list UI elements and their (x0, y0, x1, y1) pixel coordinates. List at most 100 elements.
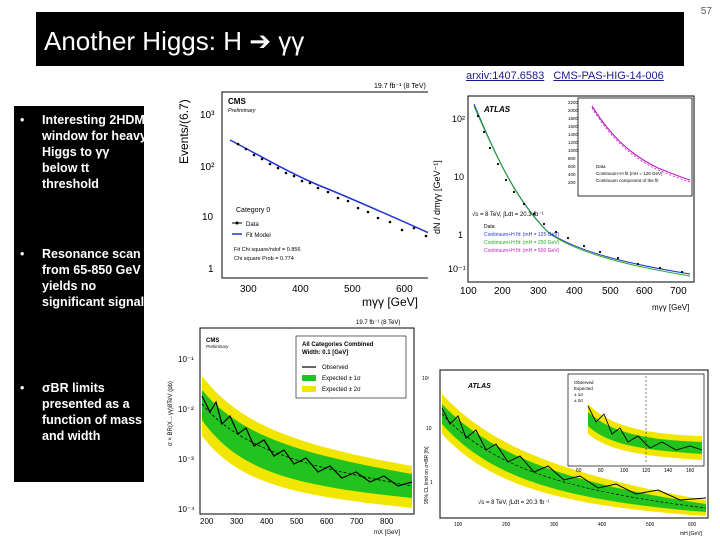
atlas-limit-band-1sigma (442, 404, 706, 512)
cms-limit-brand: CMS (206, 338, 219, 344)
atlas-mass-inset-ytick: 1000 (568, 148, 579, 153)
atlas-mass-inset-legend: Continuum component of the fit (596, 178, 659, 183)
cms-limit-ytick: 10⁻⁴ (178, 505, 195, 514)
atlas-mass-lumi: √s = 8 TeV, ∫Ldt = 20.3 fb⁻¹ (472, 211, 543, 218)
atlas-limit-expected (441, 413, 707, 509)
bullet-panel: • Interesting 2HDM window for heavy Higg… (14, 106, 147, 482)
cms-mass-fit-curve (229, 139, 441, 239)
slide-title: Another Higgs: H ➔ γγ (44, 26, 304, 57)
atlas-mass-plot: dN / dmγγ [GeV⁻¹] ATLAS √s = 8 TeV, ∫Ldt… (428, 82, 708, 318)
arxiv-link[interactable]: arxiv:1407.6583 (466, 70, 545, 82)
cms-mass-xtick: 600 (396, 284, 413, 295)
cms-mass-preliminary: Preliminary (228, 108, 257, 114)
atlas-mass-inset-ytick: 2200 (568, 100, 579, 105)
slide-title-main: Another Higgs: H (44, 26, 242, 56)
cms-limit-legend: Expected ± 2σ (322, 387, 361, 393)
atlas-limit-ytick: 1 (430, 480, 433, 486)
arrow-right-icon: ➔ (249, 26, 272, 56)
atlas-mass-inset-ytick: 400 (568, 172, 576, 177)
cms-mass-lumi: 19.7 fb⁻¹ (8 TeV) (374, 83, 426, 90)
cms-limit-xtick: 400 (260, 517, 274, 526)
cms-mass-ytick: 1 (208, 264, 214, 275)
cms-mass-ylabel: Events/(6.7) (178, 99, 191, 164)
atlas-mass-ytick: 10² (452, 114, 465, 124)
atlas-mass-inset-fit (591, 105, 691, 181)
atlas-mass-inset-ytick: 1800 (568, 116, 579, 121)
atlas-mass-xtick: 700 (670, 286, 687, 297)
cms-limit-legend: Observed (322, 365, 348, 371)
cms-limit-box-subtitle: Width: 0.1 [GeV] (302, 350, 348, 356)
atlas-limit-plot: 95% CL limit on σ×BR [fb] ATLAS √s = 8 T… (418, 364, 714, 538)
cms-limit-ytick: 10⁻² (178, 405, 194, 414)
atlas-limit-inset-legend: ± 1σ (574, 392, 583, 397)
slide-number: 57 (700, 6, 712, 17)
cms-mass-category: Category 0 (236, 207, 270, 214)
cms-limit-legend: Expected ± 1σ (322, 376, 361, 382)
atlas-limit-xlabel: mH [GeV] (680, 531, 703, 537)
cms-mass-data-points (236, 142, 438, 244)
cms-mass-xtick: 300 (240, 284, 257, 295)
atlas-mass-inset-ytick: 600 (568, 164, 576, 169)
atlas-limit-ylabel: 95% CL limit on σ×BR [fb] (424, 446, 430, 504)
atlas-mass-brand: ATLAS (483, 105, 511, 114)
atlas-mass-frame (467, 95, 695, 283)
cms-pas-link[interactable]: CMS-PAS-HIG-14-006 (553, 70, 664, 82)
atlas-limit-lumi: √s = 8 TeV, ∫Ldt = 20.3 fb⁻¹ (478, 499, 549, 506)
atlas-limit-observed (441, 407, 707, 501)
atlas-mass-legend: Continuum+H fit: (mH = 500 GeV) (484, 248, 560, 254)
cms-mass-brand: CMS (228, 97, 246, 106)
atlas-limit-inset-xtick: 160 (686, 468, 695, 474)
cms-mass-legend-data-dot (235, 221, 239, 225)
atlas-mass-xtick: 100 (460, 286, 477, 297)
cms-mass-legend-fit: Fit Model (246, 233, 271, 239)
cms-mass-ytick: 10² (200, 162, 215, 173)
cms-mass-ytick: 10³ (200, 110, 215, 121)
cms-limit-xtick: 700 (350, 517, 364, 526)
bullet-text: σBR limits presented as a function of ma… (42, 381, 143, 443)
bullet-dot-icon: • (20, 247, 25, 261)
atlas-mass-inset-ytick: 1200 (568, 140, 579, 145)
atlas-mass-inset-ytick: 1400 (568, 132, 579, 137)
atlas-mass-inset-ytick: 2000 (568, 108, 579, 113)
reference-links: arxiv:1407.6583 CMS-PAS-HIG-14-006 (466, 70, 670, 82)
atlas-mass-data-points (476, 114, 684, 274)
atlas-mass-xtick: 300 (530, 286, 547, 297)
atlas-mass-ytick: 1 (458, 230, 463, 240)
atlas-limit-inset-xtick: 60 (576, 468, 582, 474)
cms-mass-fit-chi2: Fit Chi square/ndof = 0.856 (234, 247, 301, 253)
cms-mass-xlabel: mγγ [GeV] (362, 295, 418, 309)
atlas-limit-inset-xtick: 100 (620, 468, 629, 474)
atlas-mass-legend: Continuum+H fit: (mH = 250 GeV) (484, 240, 560, 246)
cms-limit-lumi: 19.7 fb⁻¹ (8 TeV) (356, 320, 400, 326)
cms-limit-xtick: 800 (380, 517, 394, 526)
cms-limit-xlabel: mX [GeV] (374, 530, 400, 536)
atlas-limit-xtick: 200 (502, 522, 511, 528)
cms-mass-plot: 19.7 fb⁻¹ (8 TeV) Events/(6.7) CMS Preli… (178, 80, 454, 312)
atlas-mass-xtick: 600 (636, 286, 653, 297)
cms-mass-ytick: 10 (202, 212, 214, 223)
bullet-dot-icon: • (20, 113, 25, 127)
atlas-limit-ytick: 10² (422, 376, 430, 382)
cms-mass-fit-prob: Chi square Prob = 0.774 (234, 256, 294, 262)
atlas-mass-inset-ytick: 800 (568, 156, 576, 161)
atlas-limit-xtick: 400 (598, 522, 607, 528)
atlas-limit-inset-xtick: 120 (642, 468, 651, 474)
atlas-mass-ytick: 10 (454, 172, 464, 182)
cms-limit-ylabel: σ × BR(X→γγ)8TeV (pb) (168, 381, 174, 446)
atlas-limit-ytick: 10 (426, 426, 432, 432)
cms-limit-legend-2sigma-swatch (302, 386, 316, 392)
atlas-mass-inset-legend: Data (596, 164, 606, 169)
atlas-limit-inset-legend: ± 2σ (574, 398, 583, 403)
atlas-limit-inset-band-1sigma (588, 412, 702, 454)
atlas-limit-inset-xtick: 140 (664, 468, 673, 474)
cms-limit-xtick: 500 (290, 517, 304, 526)
atlas-mass-xlabel: mγγ [GeV] (652, 303, 689, 312)
atlas-limit-xtick: 100 (454, 522, 463, 528)
cms-limit-band-1sigma (202, 390, 412, 498)
cms-limit-plot: 19.7 fb⁻¹ (8 TeV) σ × BR(X→γγ)8TeV (pb) … (160, 316, 420, 536)
cms-limit-xtick: 200 (200, 517, 214, 526)
cms-limit-frame (199, 327, 415, 515)
cms-limit-legend-1sigma-swatch (302, 375, 316, 381)
cms-limit-xtick: 300 (230, 517, 244, 526)
atlas-limit-xtick: 500 (646, 522, 655, 528)
